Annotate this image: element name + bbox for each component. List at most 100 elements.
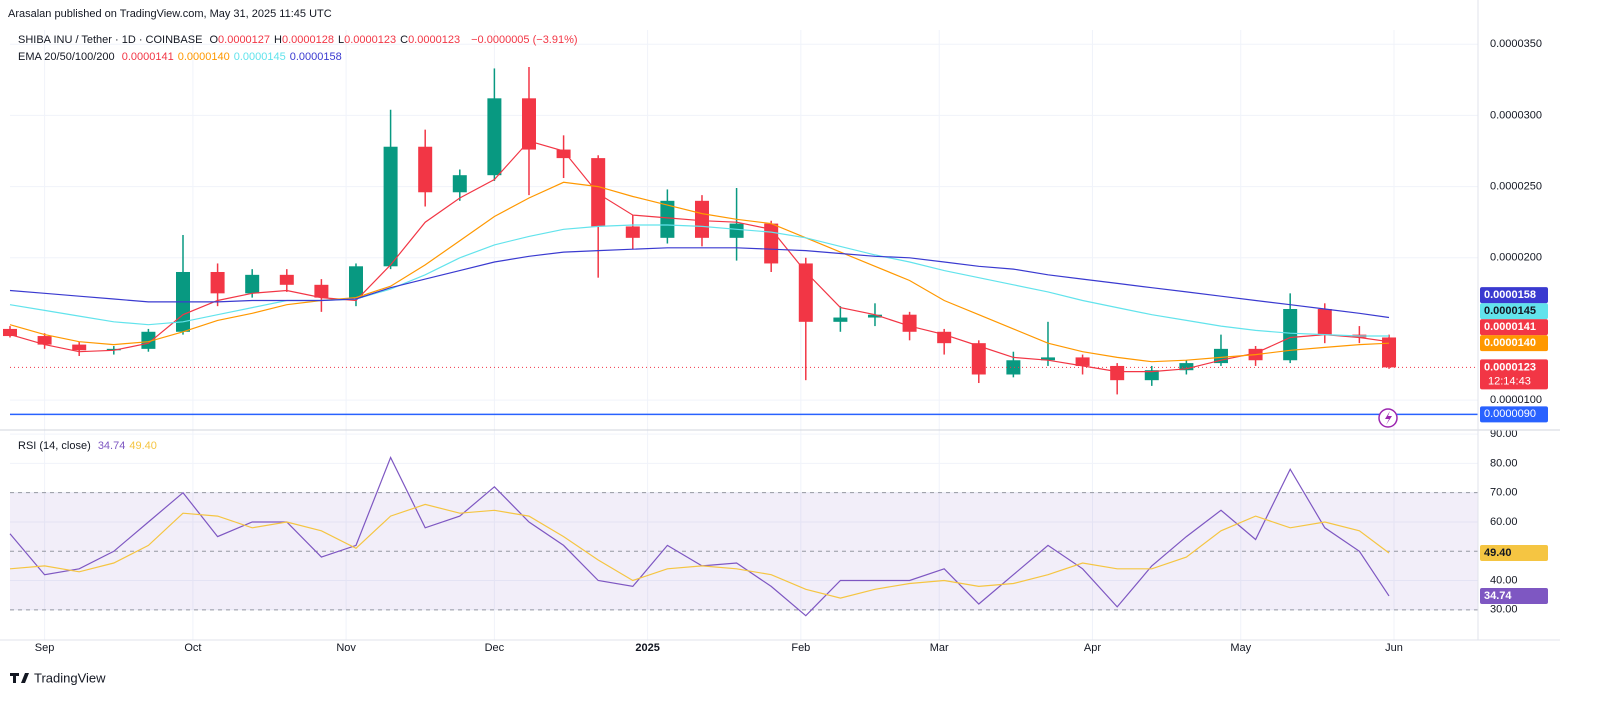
candle-body [1075,357,1090,366]
price-badge-label: 0.0000123 [1484,361,1536,373]
readout-name: H [274,34,282,46]
candle-body [694,200,709,238]
ema-title: EMA 20/50/100/200 [18,51,115,63]
symbol-title: SHIBA INU / Tether · 1D · COINBASE [18,34,203,46]
line-series [9,181,1390,363]
price-badge-label: 0.0000158 [1484,289,1536,301]
price-badge [1480,287,1548,304]
candle-body [937,331,952,344]
readout: L0.0000123 [338,34,396,46]
candle-body [418,146,433,193]
ema-readout: 0.0000145 [233,51,286,63]
price-legend: SHIBA INU / Tether · 1D · COINBASE O0.00… [18,34,582,46]
x-tick-label: Dec [485,642,505,654]
rsi-readout: 34.74 [97,440,126,452]
ema-readout: 0.0000141 [121,51,174,63]
candle-body [1110,365,1125,381]
price-badge [1480,303,1548,320]
price-badge [1480,319,1548,336]
price-badge-label: 0.0000145 [1484,305,1536,317]
axes-layer: 0.0000100 0.0000200 0.0000250 0.0000300 0.00… [35,38,1548,654]
readout: C0.0000123 [400,34,460,46]
candle-body [279,274,294,285]
countdown: 12:14:43 [1488,375,1531,387]
ema-readout: 0.0000140 [177,51,230,63]
price-badge-label: 34.74 [1484,590,1512,602]
y-tick-label: 0.0000300 [1490,109,1542,121]
y-tick-label: 0.0000100 [1490,394,1542,406]
price-badge-label: 49.40 [1484,547,1512,559]
readout-value: 0.0000128 [281,34,334,46]
candle-body [210,271,225,294]
candle-body [106,348,121,351]
footer-logo [10,673,29,683]
candle-body [729,223,744,238]
readout: O0.0000127 [209,34,270,46]
alert-badge-label: 0.0000090 [1484,408,1536,420]
y-tick-label: 30.00 [1490,604,1518,616]
candle-body [902,314,917,332]
candle-body [971,343,986,375]
candle-body [1006,360,1021,375]
grid-layer [10,30,1478,640]
price-badge-label: 0.0000141 [1484,321,1536,333]
line-series [9,140,1390,373]
readout: H0.0000128 [274,34,334,46]
ema-readouts: 0.0000141 0.0000140 0.0000145 0.0000158 [122,51,346,63]
price-badge [1480,335,1548,352]
candle-body [625,226,640,238]
y-tick-label: 60.00 [1490,516,1518,528]
rsi-readout: 49.40 [129,440,157,452]
candle-body [1283,309,1298,361]
line-series [9,224,1389,337]
price-badge [1480,587,1548,604]
candle-body [37,336,52,345]
line-series [9,503,1390,599]
rsi-readouts: 34.74 49.40 [98,440,161,452]
y-tick-label: 70.00 [1490,487,1518,499]
candle-body [314,284,329,298]
price-badge-label: 0.0000140 [1484,337,1536,349]
x-tick-label: May [1230,642,1251,654]
x-tick-label: Sep [35,642,55,654]
candle-body [556,149,571,159]
readout-value: 0.0000127 [218,34,271,46]
x-tick-label: Mar [930,642,949,654]
candle-body [1179,363,1194,371]
publisher-note: Arasalan published on TradingView.com, M… [8,8,332,20]
y-tick-label: 40.00 [1490,574,1518,586]
ema-legend: EMA 20/50/100/200 0.0000141 0.0000140 0.00… [18,51,350,63]
candle-body [72,344,87,351]
rsi-band [10,492,1478,610]
candle-body [1317,309,1332,335]
x-tick-label: 2025 [635,642,659,654]
ohlc-readouts: O0.0000127 H0.0000128 L0.0000123 C0.0000123 [209,34,464,46]
readout-value: 0.0000123 [408,34,461,46]
candle-body [3,328,17,337]
candle-body [383,146,398,267]
rsi-legend: RSI (14, close) 34.74 49.40 [18,440,165,452]
candle-body [452,175,467,193]
readout-name: O [209,34,219,46]
candle-body [1040,357,1055,361]
alert-badge [1480,406,1548,423]
alert-icon [1378,408,1398,428]
readout-value: 0.0000123 [344,34,397,46]
candle-body [1382,337,1397,368]
change-readout: −0.0000005 (−3.91%) [471,34,578,46]
x-tick-label: Jun [1385,642,1403,654]
marks-layer [3,67,1478,617]
x-tick-label: Oct [184,642,201,654]
candle-body [591,158,606,227]
y-tick-label: 90.00 [1490,428,1518,440]
rsi-title: RSI (14, close) [18,440,91,452]
candle-body [487,98,502,176]
readout-name: C [400,34,409,46]
candle-body [348,266,363,298]
candle-body [798,263,813,322]
candle-body [867,314,882,318]
readout-name: L [337,34,345,46]
